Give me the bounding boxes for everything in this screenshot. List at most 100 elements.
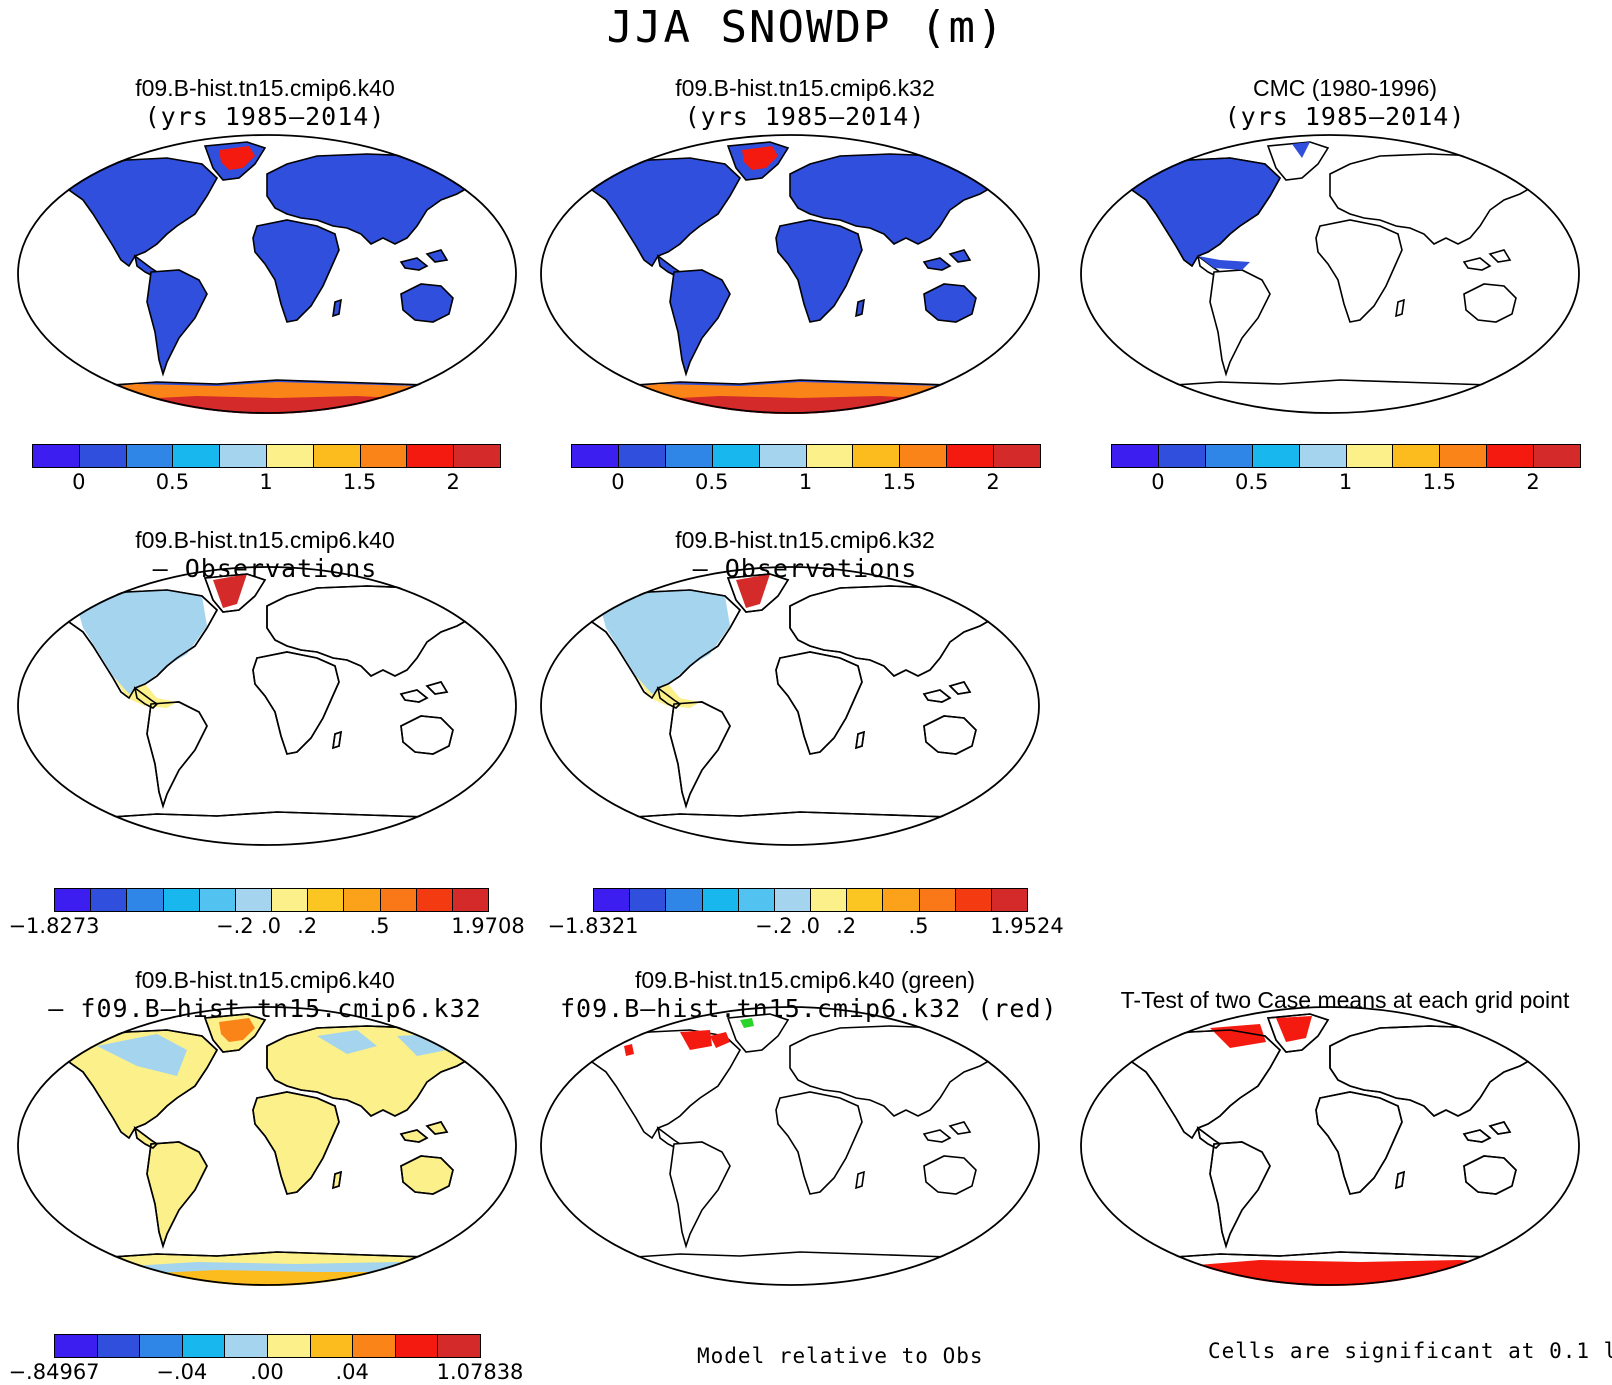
colorbar-tick-label: −1.8273: [8, 914, 100, 938]
colorbar-box: [593, 888, 631, 912]
colorbar-box: [810, 888, 848, 912]
colorbar-box: [271, 888, 309, 912]
map-p7: [540, 1006, 1040, 1286]
colorbar-tick-label: .00: [250, 1360, 284, 1384]
colorbar-box: [352, 1334, 396, 1358]
colorbar-tick-label: −.84967: [8, 1360, 100, 1384]
panel-title-line2: f09.B–hist.tn15.cmip6.k32 (red): [560, 994, 1058, 1023]
colorbar-box: [162, 888, 200, 912]
colorbar-tick-label: .2: [297, 914, 318, 938]
map-p1: [17, 134, 517, 414]
colorbar-box: [1392, 444, 1441, 468]
colorbar-tick-label: .0: [260, 914, 282, 938]
colorbar-box: [379, 888, 417, 912]
panel-title-line1: f09.B-hist.tn15.cmip6.k32: [675, 75, 935, 101]
colorbar-box: [307, 888, 345, 912]
colorbar-tick-label: 1.5: [342, 470, 377, 494]
colorbar-box: [359, 444, 408, 468]
footnote-significance: Cells are significant at 0.1 level: [1208, 1339, 1612, 1363]
footnote-model-relative: Model relative to Obs: [697, 1344, 984, 1368]
colorbar-box: [1345, 444, 1394, 468]
colorbar-box: [737, 888, 775, 912]
panel-title-line2: (yrs 1985–2014): [684, 102, 926, 131]
colorbar-box: [1251, 444, 1300, 468]
colorbar-box: [32, 444, 80, 468]
map-p2: [540, 134, 1040, 414]
colorbar-tick-label: −.2: [216, 914, 254, 938]
colorbar-box: [198, 888, 236, 912]
colorbar-box: [224, 1334, 268, 1358]
colorbar-box: [234, 888, 272, 912]
panel-title-line1: f09.B-hist.tn15.cmip6.k40: [135, 75, 395, 101]
colorbar-box: [451, 888, 489, 912]
colorbar-box: [1533, 444, 1581, 468]
colorbar-tick-label: 2: [446, 470, 460, 494]
colorbar-box: [711, 444, 760, 468]
panel-title-line1: f09.B-hist.tn15.cmip6.k40: [135, 527, 395, 553]
colorbar-tick-label: 2: [1526, 470, 1540, 494]
colorbar-box: [946, 444, 995, 468]
colorbar-tick-label: 1: [798, 470, 813, 494]
colorbar-box: [267, 1334, 311, 1358]
colorbar-box: [990, 888, 1028, 912]
colorbar-box: [846, 888, 884, 912]
colorbar-box: [309, 1334, 354, 1358]
colorbar-box: [312, 444, 361, 468]
figure-title: JJA SNOWDP (m): [606, 2, 1006, 53]
panel-title-p4: f09.B-hist.tn15.cmip6.k40 – Observations: [60, 526, 470, 584]
colorbar-box: [96, 1334, 141, 1358]
colorbar-box: [453, 444, 501, 468]
colorbar-box: [394, 1334, 439, 1358]
colorbar-box: [1157, 444, 1206, 468]
colorbar-box: [172, 444, 221, 468]
panel-title-line1: f09.B-hist.tn15.cmip6.k40 (green): [634, 967, 976, 993]
colorbar-box: [773, 888, 811, 912]
colorbar-tick-label: 1: [259, 470, 273, 494]
colorbar-box: [852, 444, 901, 468]
panel-title-p6: f09.B-hist.tn15.cmip6.k40 – f09.B–hist.t…: [40, 966, 490, 1024]
colorbar-tick-label: −.2: [755, 914, 793, 938]
colorbar-tick-label: 0.5: [155, 470, 190, 494]
colorbar-box: [664, 444, 713, 468]
colorbar-box: [993, 444, 1041, 468]
colorbar-box: [90, 888, 128, 912]
panel-title-line2: – Observations: [152, 554, 378, 583]
colorbar-box: [899, 444, 948, 468]
colorbar-box: [406, 444, 455, 468]
panel-title-line1: T-Test of two Case means at each grid po…: [1120, 987, 1570, 1013]
colorbar-box: [54, 888, 92, 912]
map-p5: [540, 566, 1040, 846]
colorbar-box: [78, 444, 127, 468]
colorbar-box: [126, 888, 164, 912]
colorbar-box: [1439, 444, 1488, 468]
colorbar-box: [882, 888, 920, 912]
colorbar-tick-label: 0.5: [1234, 470, 1269, 494]
colorbar-box: [219, 444, 267, 468]
colorbar-tick-label: −1.8321: [547, 914, 639, 938]
colorbar-tick-label: .2: [836, 914, 857, 938]
panel-title-p2: f09.B-hist.tn15.cmip6.k32 (yrs 1985–2014…: [600, 74, 1010, 132]
colorbar-box: [954, 888, 992, 912]
colorbar-box: [125, 444, 174, 468]
panel-title-line2: (yrs 1985–2014): [1224, 102, 1466, 131]
colorbar-box: [1298, 444, 1347, 468]
colorbar-tick-label: 1.5: [882, 470, 916, 494]
panel-title-line1: CMC (1980-1996): [1252, 75, 1438, 101]
colorbar-box: [343, 888, 381, 912]
colorbar-box: [415, 888, 453, 912]
colorbar-tick-label: 1.9708: [451, 914, 525, 938]
colorbar-box: [1111, 444, 1159, 468]
panel-title-line2: (yrs 1985–2014): [144, 102, 386, 131]
panel-title-line2: – f09.B–hist.tn15.cmip6.k32: [48, 994, 482, 1023]
colorbar-tick-label: 2: [986, 470, 1000, 494]
colorbar-box: [1486, 444, 1535, 468]
colorbar-tick-label: 1: [1338, 470, 1353, 494]
colorbar-tick-label: −.04: [156, 1360, 208, 1384]
colorbar-tick-label: .5: [908, 914, 929, 938]
panel-title-p8: T-Test of two Case means at each grid po…: [1080, 986, 1610, 1014]
colorbar-box: [54, 1334, 98, 1358]
panel-title-line1: f09.B-hist.tn15.cmip6.k32: [675, 527, 935, 553]
colorbar-tick-label: 0.5: [694, 470, 729, 494]
colorbar-box: [181, 1334, 226, 1358]
colorbar-box: [1204, 444, 1253, 468]
